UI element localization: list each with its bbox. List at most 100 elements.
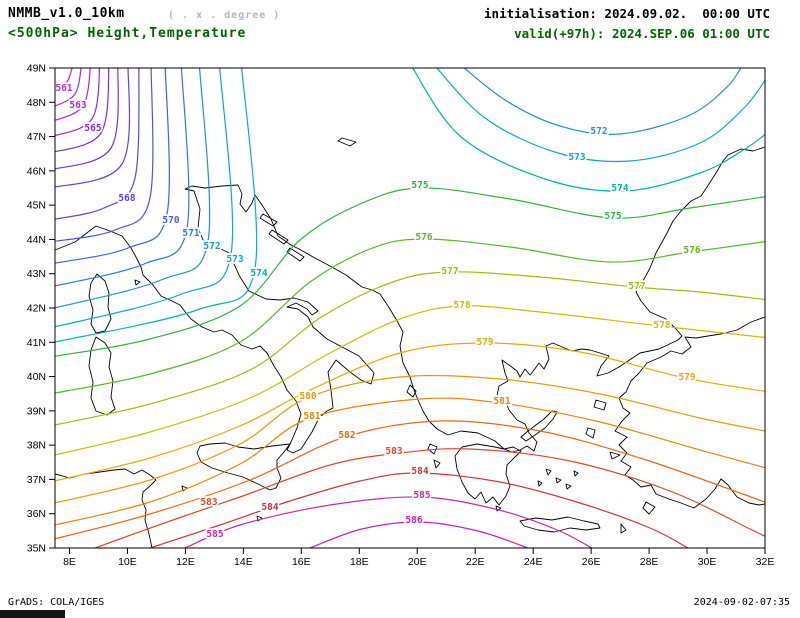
lon-tick-label: 14E <box>234 556 253 568</box>
contour-line-584 <box>149 472 689 548</box>
contour-line-573 <box>436 68 765 163</box>
contour-line-564 <box>55 68 101 137</box>
contour-label-584: 584 <box>411 466 428 477</box>
lat-tick-label: 43N <box>27 268 46 280</box>
coastline-mainland <box>55 146 765 548</box>
contour-line-567 <box>55 68 131 188</box>
contour-line-581 <box>55 397 765 526</box>
lon-tick-label: 32E <box>756 556 775 568</box>
contour-line-572 <box>55 68 211 309</box>
contour-line-574 <box>412 68 765 192</box>
contour-line-576 <box>55 238 765 394</box>
contour-line-571 <box>55 68 190 287</box>
contour-label-579: 579 <box>678 372 695 383</box>
contour-label-576: 576 <box>683 245 700 256</box>
lon-tick-label: 10E <box>118 556 137 568</box>
initialisation-time: initialisation: 2024.09.02. 00:00 UTC <box>484 6 770 21</box>
lat-tick-label: 48N <box>27 97 46 109</box>
lat-tick-label: 39N <box>27 405 46 417</box>
bottom-strip <box>0 610 65 618</box>
height-contours <box>55 68 765 548</box>
contour-line-565 <box>55 68 110 153</box>
contour-line-575 <box>55 187 765 357</box>
lat-tick-label: 41N <box>27 337 46 349</box>
contour-label-585: 585 <box>413 490 430 501</box>
contour-label-583: 583 <box>200 497 217 508</box>
lat-tick-label: 44N <box>27 234 46 246</box>
creation-timestamp: 2024-09-02-07:35 <box>693 597 790 608</box>
contour-line-573 <box>55 68 234 328</box>
contour-label-585: 585 <box>206 529 223 540</box>
contour-line-566 <box>55 68 119 170</box>
contour-label-578: 578 <box>453 300 470 311</box>
contour-label-575: 575 <box>411 180 428 191</box>
contour-line-572 <box>464 68 742 135</box>
contour-line-570 <box>55 68 170 264</box>
lat-tick-label: 46N <box>27 165 46 177</box>
contour-line-585 <box>184 496 593 548</box>
contour-label-582: 582 <box>338 430 355 441</box>
contour-label-579: 579 <box>476 337 493 348</box>
contour-label-578: 578 <box>653 320 670 331</box>
lon-tick-label: 28E <box>640 556 659 568</box>
contour-line-563 <box>55 68 91 121</box>
coastlines <box>55 137 765 548</box>
contour-label-568: 568 <box>118 193 135 204</box>
contour-label-561: 561 <box>55 83 72 94</box>
contour-label-576: 576 <box>415 232 432 243</box>
contour-line-583 <box>94 448 765 548</box>
lon-tick-label: 24E <box>524 556 543 568</box>
contour-line-569 <box>55 68 154 242</box>
contour-label-573: 573 <box>226 254 243 265</box>
lat-tick-label: 47N <box>27 131 46 143</box>
contour-line-578 <box>55 305 765 456</box>
contour-label-572: 572 <box>590 126 607 137</box>
contour-label-572: 572 <box>203 241 220 252</box>
contour-label-577: 577 <box>628 281 645 292</box>
contour-line-579 <box>55 342 765 482</box>
coastline-islands <box>88 137 656 534</box>
lon-tick-label: 30E <box>698 556 717 568</box>
lat-tick-label: 40N <box>27 371 46 383</box>
contour-label-581: 581 <box>303 411 320 422</box>
contour-label-577: 577 <box>441 266 458 277</box>
lon-tick-label: 12E <box>176 556 195 568</box>
lat-tick-label: 45N <box>27 200 46 212</box>
contour-line-577 <box>55 271 765 426</box>
lat-tick-label: 37N <box>27 474 46 486</box>
contour-line-561 <box>55 68 73 92</box>
contour-label-583: 583 <box>385 446 402 457</box>
lon-tick-label: 8E <box>63 556 76 568</box>
model-title: NMMB_v1.0_10km <box>8 6 125 21</box>
lat-tick-label: 49N <box>27 63 46 75</box>
contour-label-575: 575 <box>604 211 621 222</box>
field-title: <500hPa> Height,Temperature <box>8 26 247 41</box>
contour-line-574 <box>55 68 258 343</box>
lat-tick-label: 38N <box>27 440 46 452</box>
lat-tick-label: 36N <box>27 508 46 520</box>
contour-label-563: 563 <box>69 100 86 111</box>
axes: 8E 10E 12E 14E 16E 18E 20E 22E 24E 26E 28E 30E 32E 49… <box>27 63 775 569</box>
lat-tick-label: 42N <box>27 303 46 315</box>
contour-line-586 <box>309 521 529 548</box>
contour-label-580: 580 <box>299 391 316 402</box>
lon-tick-label: 18E <box>350 556 369 568</box>
contour-label-574: 574 <box>611 183 628 194</box>
contour-label-574: 574 <box>250 268 267 279</box>
contour-label-581: 581 <box>493 396 510 407</box>
contour-line-580 <box>55 374 765 504</box>
contour-line-562 <box>55 68 82 107</box>
grid-resolution-note: ( . x . degree ) <box>168 10 281 21</box>
lon-tick-label: 20E <box>408 556 427 568</box>
contour-label-584: 584 <box>261 502 278 513</box>
lon-tick-label: 26E <box>582 556 601 568</box>
contour-label-586: 586 <box>405 515 422 526</box>
contour-label-571: 571 <box>182 228 199 239</box>
lon-tick-label: 22E <box>466 556 485 568</box>
lon-tick-label: 16E <box>292 556 311 568</box>
contour-line-582 <box>55 420 765 540</box>
grads-credit: GrADS: COLA/IGES <box>8 597 105 608</box>
contour-label-565: 565 <box>84 123 101 134</box>
